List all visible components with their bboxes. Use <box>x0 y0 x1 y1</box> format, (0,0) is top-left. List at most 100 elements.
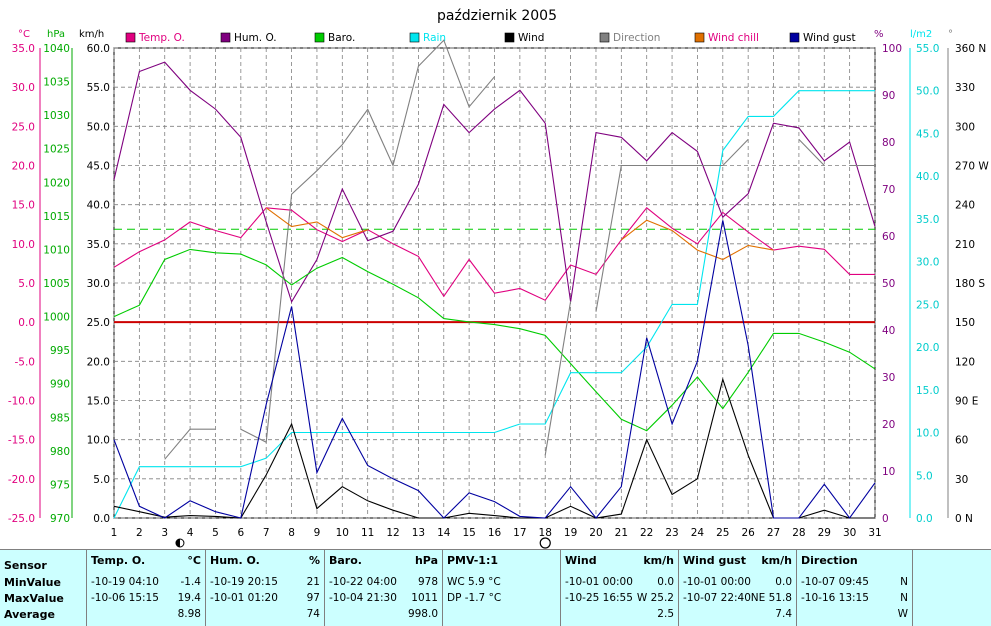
row-labels-column: Sensor MinValue MaxValue Average <box>0 550 87 626</box>
tick-label-baro: 995 <box>50 345 70 357</box>
row-label-max: MaxValue <box>4 592 64 605</box>
weather-chart: październik 2005 Temp. O. Hum. O. Baro. Rai… <box>8 8 989 549</box>
tick-label-temp: -25.0 <box>8 513 35 525</box>
tick-label-hum: 70 <box>882 184 895 196</box>
series-line <box>265 207 368 239</box>
legend-item-direction: Direction <box>599 32 660 44</box>
axis-rain: 55.0 50.0 45.0 40.0 35.0 30.0 25.0 20.0 15.0 10.0… <box>909 43 939 525</box>
max-value <box>447 592 556 608</box>
x-tick-label: 3 <box>161 527 168 539</box>
column-header: Wind <box>565 554 597 567</box>
tick-label-wind: 55.0 <box>87 82 110 94</box>
min-time: -10-22 04:00 <box>329 576 397 588</box>
tick-label-dir: 210 <box>955 239 975 251</box>
x-tick-label: 8 <box>288 527 295 539</box>
summary-table: Sensor MinValue MaxValue Average Temp. O… <box>0 549 991 626</box>
legend-label: Wind <box>518 32 544 44</box>
column-unit: km/h <box>643 554 674 567</box>
tick-label-rain: 55.0 <box>916 43 939 55</box>
max-value: 19.4 <box>177 592 201 604</box>
tick-label-hum: 90 <box>882 90 895 102</box>
legend-label: Baro. <box>328 32 355 44</box>
min-value: 0.0 <box>657 576 674 588</box>
tick-label-wind: 40.0 <box>87 200 110 212</box>
tick-label-baro: 1005 <box>43 278 70 290</box>
tick-label-baro: 1010 <box>43 244 70 256</box>
tick-label-baro: 1020 <box>43 177 70 189</box>
x-tick-label: 28 <box>792 527 805 539</box>
axis-baro: 1040 1035 1030 1025 1020 1015 1010 1005 1000 995 9… <box>43 43 73 525</box>
series-line <box>113 220 876 519</box>
x-tick-label: 11 <box>361 527 374 539</box>
legend-label: Rain <box>423 32 446 44</box>
tick-label-dir: 240 <box>955 200 975 212</box>
tick-label-wind: 45.0 <box>87 161 110 173</box>
series-line <box>164 428 216 460</box>
x-tick-label: 24 <box>691 527 705 539</box>
chart-title: październik 2005 <box>437 8 557 24</box>
row-label-sensor: Sensor <box>4 559 47 572</box>
axis-dir: 360 N 330 300 270 W 240 210 180 S 150 120 90 E 60 3… <box>947 43 989 525</box>
tick-label-temp: 30.0 <box>12 82 35 94</box>
tick-label-dir: 180 S <box>955 278 985 290</box>
series-line <box>798 139 825 166</box>
x-tick-label: 26 <box>741 527 755 539</box>
column-unit: % <box>308 554 320 567</box>
tick-label-rain: 15.0 <box>916 385 939 397</box>
x-tick-label: 4 <box>187 527 194 539</box>
series-line <box>113 207 875 301</box>
min-time: -10-19 04:10 <box>91 576 159 588</box>
tick-label-rain: 5.0 <box>916 470 933 482</box>
max-value: 1011 <box>411 592 438 604</box>
chart-grid <box>113 47 876 519</box>
series-line <box>113 248 876 432</box>
column-header: Baro. <box>329 554 362 567</box>
legend-label: Direction <box>613 32 660 44</box>
max-value: W 25.2 <box>636 592 674 604</box>
tick-label-temp: -5.0 <box>15 356 36 368</box>
x-tick-label: 16 <box>488 527 502 539</box>
average-value <box>447 608 556 624</box>
legend-item-wind-chill: Wind chill <box>694 32 759 44</box>
legend-swatch <box>504 32 515 43</box>
table-column-hum-o: Hum. O.% -10-19 20:15 21 -10-01 01:20 97 74 <box>206 550 325 626</box>
legend-item-wind: Wind <box>504 32 544 44</box>
rain-unit: l/m2 <box>910 29 932 40</box>
min-value: 978 <box>417 576 438 588</box>
x-tick-label: 1 <box>111 527 118 539</box>
x-tick-label: 12 <box>386 527 399 539</box>
empty-column <box>913 550 991 626</box>
tick-label-temp: 10.0 <box>12 239 35 251</box>
full-moon-icon <box>539 537 551 549</box>
tick-label-wind: 60.0 <box>87 43 110 55</box>
axis-temp: 35.0 30.0 25.0 20.0 15.0 10.0 5.0 0.0 -5.0 -10.0 -… <box>8 43 41 525</box>
tick-label-dir: 270 W <box>955 161 989 173</box>
moon-phase-markers <box>175 537 551 549</box>
tick-label-dir: 60 <box>955 435 968 447</box>
tick-label-temp: -15.0 <box>8 435 35 447</box>
tick-label-baro: 1000 <box>43 312 70 324</box>
moon-shade <box>175 539 180 547</box>
series-wind-gust <box>113 220 876 519</box>
tick-label-baro: 1035 <box>43 77 70 89</box>
tick-label-temp: 25.0 <box>12 121 35 133</box>
tick-label-baro: 1030 <box>43 110 70 122</box>
x-tick-label: 10 <box>336 527 349 539</box>
min-time: -10-01 00:00 <box>565 576 633 588</box>
row-label-avg: Average <box>4 608 55 621</box>
tick-label-baro: 990 <box>50 379 70 391</box>
tick-label-dir: 150 <box>955 317 975 329</box>
table-column-direction: Direction -10-07 09:45 N -10-16 13:15 N W <box>797 550 913 626</box>
legend-swatch <box>314 32 325 43</box>
chart-series <box>113 39 876 519</box>
tick-label-rain: 45.0 <box>916 128 939 140</box>
legend-item-baro: Baro. <box>314 32 355 44</box>
tick-label-rain: 25.0 <box>916 299 939 311</box>
column-header: Direction <box>801 554 858 567</box>
x-tick-label: 9 <box>314 527 321 539</box>
max-value: N <box>900 592 908 604</box>
tick-label-hum: 40 <box>882 325 895 337</box>
series-rain <box>113 90 875 519</box>
tick-label-dir: 300 <box>955 121 975 133</box>
series-line <box>240 39 495 444</box>
